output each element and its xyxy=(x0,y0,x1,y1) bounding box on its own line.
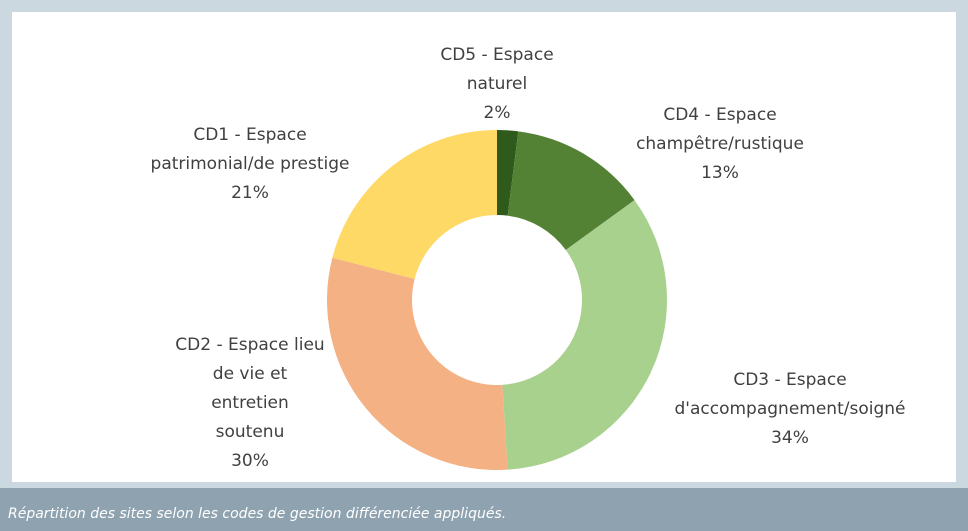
caption: Répartition des sites selon les codes de… xyxy=(0,488,968,531)
slice-label: CD1 - Espace xyxy=(193,125,306,145)
slice-label: champêtre/rustique xyxy=(636,134,804,154)
slice-value-label: 30% xyxy=(231,451,269,471)
donut-slice xyxy=(497,130,519,216)
chart: CD5 - Espace naturel 2% CD4 - Espace champêt… xyxy=(151,45,906,471)
slice-label: CD4 - Espace xyxy=(663,105,776,125)
slice-value-label: 21% xyxy=(231,183,269,203)
slice-value-label: 13% xyxy=(701,163,739,183)
slice-value-label: 2% xyxy=(484,103,511,123)
slice-label: CD5 - Espace xyxy=(440,45,553,65)
slice-label: soutenu xyxy=(216,422,285,442)
slice-label: d'accompagnement/soigné xyxy=(675,399,906,419)
slice-label: entretien xyxy=(211,393,289,413)
slice-label: de vie et xyxy=(213,364,288,384)
slice-label: naturel xyxy=(467,74,527,94)
donut-slice xyxy=(327,257,508,470)
slice-value-label: 34% xyxy=(771,428,809,448)
slice-label: CD2 - Espace lieu xyxy=(175,335,324,355)
donut-slice xyxy=(332,130,497,279)
slice-label: CD3 - Espace xyxy=(733,370,846,390)
slice-label: patrimonial/de prestige xyxy=(151,154,350,174)
donut-slice xyxy=(502,200,667,470)
donut-slice xyxy=(507,131,635,251)
